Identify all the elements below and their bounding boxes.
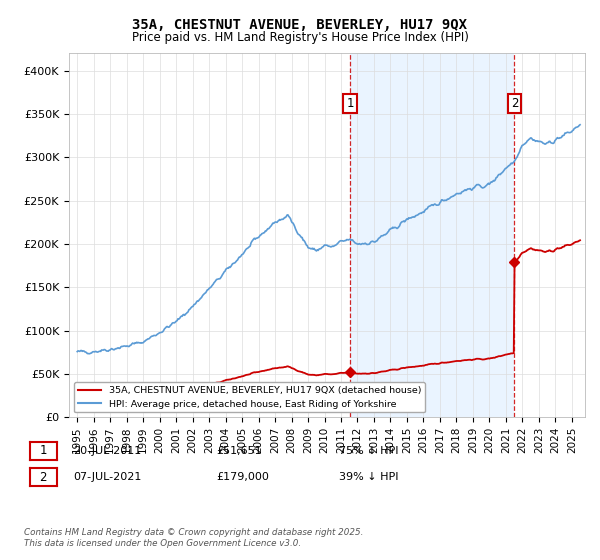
Text: Contains HM Land Registry data © Crown copyright and database right 2025.
This d: Contains HM Land Registry data © Crown c… <box>24 528 364 548</box>
Text: 07-JUL-2021: 07-JUL-2021 <box>73 472 142 482</box>
Text: 1: 1 <box>40 444 47 458</box>
Text: Price paid vs. HM Land Registry's House Price Index (HPI): Price paid vs. HM Land Registry's House … <box>131 31 469 44</box>
Text: 39% ↓ HPI: 39% ↓ HPI <box>339 472 398 482</box>
Legend: 35A, CHESTNUT AVENUE, BEVERLEY, HU17 9QX (detached house), HPI: Average price, d: 35A, CHESTNUT AVENUE, BEVERLEY, HU17 9QX… <box>74 382 425 413</box>
Text: 35A, CHESTNUT AVENUE, BEVERLEY, HU17 9QX: 35A, CHESTNUT AVENUE, BEVERLEY, HU17 9QX <box>133 18 467 32</box>
Text: 20-JUL-2011: 20-JUL-2011 <box>73 446 142 456</box>
Text: 75% ↓ HPI: 75% ↓ HPI <box>339 446 398 456</box>
Text: 2: 2 <box>40 470 47 484</box>
Text: 1: 1 <box>346 97 354 110</box>
Text: £179,000: £179,000 <box>216 472 269 482</box>
Text: £51,651: £51,651 <box>216 446 262 456</box>
Text: 2: 2 <box>511 97 518 110</box>
Bar <box>350 53 514 417</box>
